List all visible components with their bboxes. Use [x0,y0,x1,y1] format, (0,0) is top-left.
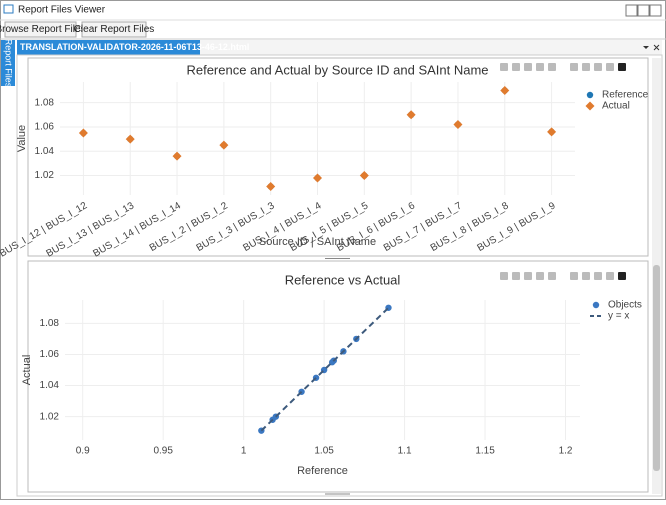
x-tick-label: 1.15 [475,446,495,457]
modebar-button[interactable] [512,63,520,71]
modebar-button[interactable] [548,63,556,71]
x-axis-label: Reference [297,465,348,477]
modebar-button[interactable] [500,272,508,280]
chart-title: Reference and Actual by Source ID and SA… [186,62,488,77]
modebar-button[interactable] [512,272,520,280]
x-tick-label: 1.2 [559,446,573,457]
y-tick-label: 1.04 [40,380,60,391]
side-tab-label[interactable]: Report Files [4,39,14,88]
chart-panel [27,260,649,493]
legend-label: y = x [608,311,629,322]
tab-close[interactable] [653,44,660,51]
modebar-button[interactable] [618,272,626,280]
modebar-button[interactable] [582,63,590,71]
legend-swatch [592,301,600,309]
modebar-button[interactable] [500,63,508,71]
data-point [313,173,322,183]
title-bar: Report Files Viewer [3,4,662,17]
modebar-button[interactable] [570,63,578,71]
legend-swatch [585,101,595,111]
side-tab[interactable] [1,40,15,86]
y-tick-label: 1.02 [40,411,60,422]
button-label[interactable]: Browse Report Files [0,24,86,35]
y-tick-label: 1.08 [40,318,60,329]
data-point [78,128,88,138]
modebar-button[interactable] [618,63,626,71]
modebar-button[interactable] [536,272,544,280]
modebar-button[interactable] [524,63,532,71]
side-panel: Report Files [1,39,15,88]
data-point [172,151,182,161]
y-tick-label: 1.06 [35,122,55,133]
x-tick-label: 1.1 [398,446,412,457]
y-axis-label: Value [16,125,28,152]
data-point [219,140,229,150]
button-label[interactable]: Clear Report Files [74,24,155,35]
x-tick-label: 1.05 [314,446,334,457]
window-title: Report Files Viewer [18,5,106,16]
modebar-button[interactable] [594,63,602,71]
document-tab[interactable] [17,40,200,55]
chart-title: Reference vs Actual [285,272,401,287]
y-axis-label: Actual [21,355,33,386]
app-icon [3,4,14,14]
modebar-button[interactable] [606,63,614,71]
data-point [359,171,369,181]
legend-label: Reference [602,90,649,101]
y-tick-label: 1.02 [35,170,55,181]
legend-label: Actual [602,101,630,112]
x-axis-label: Source ID | SAInt Name [259,236,376,248]
modebar-button[interactable] [606,272,614,280]
data-point [453,120,463,130]
tab-dropdown[interactable] [643,46,649,49]
close-button[interactable] [649,4,662,17]
data-point [406,110,416,120]
x-tick-label: 0.95 [153,446,173,457]
data-point [547,127,557,137]
y-tick-label: 1.06 [40,349,60,360]
maximize-button[interactable] [637,4,650,17]
clear-button[interactable] [81,21,147,38]
legend-label: Objects [608,300,642,311]
y-tick-label: 1.04 [35,146,55,157]
chart-panel [27,57,649,257]
x-tick-label: 0.9 [76,446,90,457]
modebar-button[interactable] [582,272,590,280]
scrollbar-thumb[interactable] [653,265,660,471]
data-point [125,134,135,144]
modebar-button[interactable] [570,272,578,280]
modebar-button[interactable] [524,272,532,280]
y-tick-label: 1.08 [35,97,55,108]
x-tick-label: 1 [241,446,247,457]
modebar-button[interactable] [536,63,544,71]
data-point [266,181,276,191]
browse-button[interactable] [4,21,77,38]
toolbar: Browse Report Files Clear Report Files [0,21,155,38]
minimize-button[interactable] [625,4,638,17]
modebar-button[interactable] [594,272,602,280]
tab-strip: TRANSLATION-VALIDATOR-2026-11-06T13-46-1… [17,40,662,55]
legend-swatch [586,91,594,99]
tab-label[interactable]: TRANSLATION-VALIDATOR-2026-11-06T13-46-1… [20,42,249,52]
modebar-button[interactable] [548,272,556,280]
data-point [500,86,510,96]
